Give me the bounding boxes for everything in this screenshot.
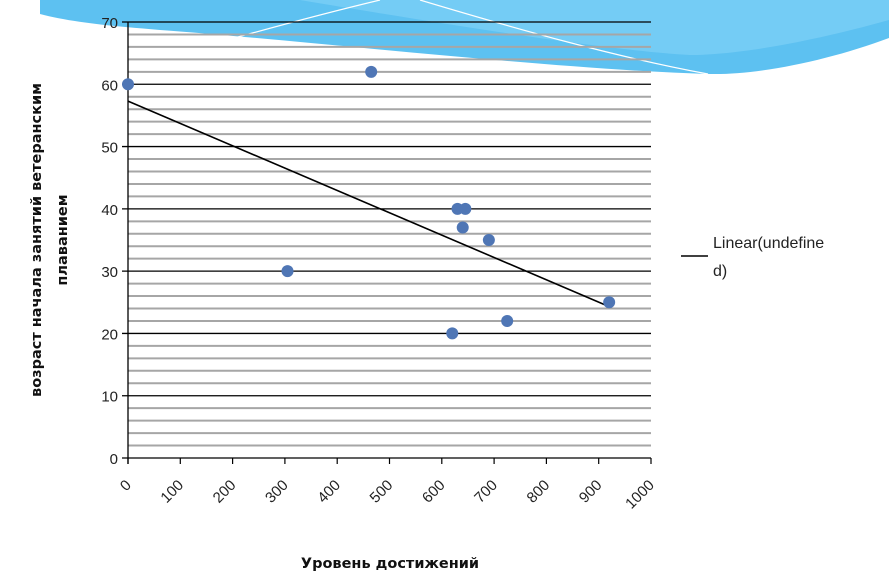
y-tick-label: 50 xyxy=(101,140,118,157)
y-tick-label: 0 xyxy=(110,451,118,468)
wave-light-line xyxy=(419,0,709,75)
axes xyxy=(127,22,652,464)
x-tick-label: 300 xyxy=(262,477,292,507)
data-point xyxy=(459,202,472,215)
x-tick-label: 700 xyxy=(471,477,501,507)
minor-gridlines xyxy=(128,33,651,447)
data-point xyxy=(281,265,294,278)
y-tick-label: 10 xyxy=(101,389,118,406)
data-point xyxy=(501,314,514,327)
x-tick-label: 100 xyxy=(157,477,187,507)
y-tick-label: 20 xyxy=(101,326,118,343)
legend: Linear(undefine d) xyxy=(681,235,824,280)
y-tick-labels: 0 10 20 30 40 50 60 70 xyxy=(101,15,118,468)
data-point xyxy=(456,221,469,234)
x-tick-label: 500 xyxy=(367,477,397,507)
x-tick-label: 800 xyxy=(524,477,554,507)
data-point xyxy=(365,65,378,78)
data-point xyxy=(603,296,616,309)
x-axis-title: Уровень достижений xyxy=(301,556,479,572)
y-tick-label: 60 xyxy=(101,77,118,94)
x-tick-label: 200 xyxy=(210,477,240,507)
x-tick-label: 1000 xyxy=(622,477,658,513)
wave-light-line xyxy=(149,0,381,63)
wave-highlight xyxy=(300,0,889,55)
data-points xyxy=(122,65,616,340)
y-tick-label: 40 xyxy=(101,202,118,219)
legend-label-line2: d) xyxy=(713,263,727,280)
data-point xyxy=(482,234,495,246)
y-tick-label: 70 xyxy=(101,15,118,32)
x-tick-label: 600 xyxy=(419,477,449,507)
y-axis-title-line2: плаванием xyxy=(55,194,71,285)
major-gridlines xyxy=(122,21,651,459)
x-tick-label: 0 xyxy=(117,477,135,495)
data-point xyxy=(122,78,134,91)
x-tick-label: 900 xyxy=(576,477,606,507)
legend-label-line1: Linear(undefine xyxy=(713,235,824,252)
trendline xyxy=(127,100,610,308)
data-point xyxy=(446,327,459,340)
y-axis-title-line1: возраст начала занятий ветеранским xyxy=(29,83,45,397)
trendline-layer xyxy=(127,100,610,308)
x-tick-labels: 0 100 200 300 400 500 600 700 800 900 1000 xyxy=(117,477,658,513)
x-tick-label: 400 xyxy=(314,477,344,507)
y-tick-label: 30 xyxy=(101,264,118,281)
